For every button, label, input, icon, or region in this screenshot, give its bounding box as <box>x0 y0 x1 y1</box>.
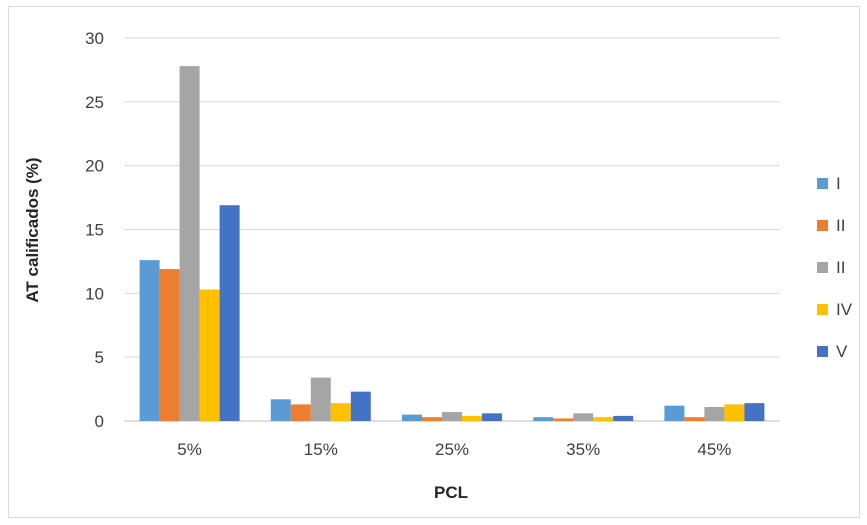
x-tick-label: 35% <box>566 440 600 459</box>
legend-swatch <box>817 304 828 315</box>
bar <box>482 413 502 421</box>
bar <box>744 403 765 421</box>
bar <box>593 417 614 421</box>
x-axis-title: PCL <box>434 483 468 502</box>
y-tick-label: 15 <box>85 221 104 240</box>
bar <box>159 269 180 421</box>
bar <box>270 399 291 421</box>
x-tick-label: 15% <box>304 440 338 459</box>
bar <box>310 377 331 421</box>
y-axis-ticks: 0 5 10 15 20 25 30 <box>85 29 104 431</box>
bar <box>704 406 725 421</box>
legend-label: IV <box>836 300 853 319</box>
bar <box>422 417 442 421</box>
bar <box>402 414 422 421</box>
legend-swatch <box>817 178 828 189</box>
x-tick-label: 45% <box>697 440 731 459</box>
legend-swatch <box>817 220 828 231</box>
y-tick-label: 5 <box>95 348 104 367</box>
x-axis-ticks: 5% 15% 25% 35% 45% <box>177 440 731 459</box>
bar <box>330 403 351 421</box>
bar <box>290 404 311 421</box>
y-tick-label: 10 <box>85 284 104 303</box>
y-tick-label: 30 <box>85 29 104 48</box>
bar <box>573 413 594 421</box>
y-axis-title: AT calificados (%) <box>23 157 42 302</box>
legend-label: II <box>836 216 845 235</box>
y-tick-label: 25 <box>85 93 104 112</box>
bar <box>442 412 462 421</box>
bar <box>179 66 200 421</box>
legend-label: II <box>836 258 845 277</box>
bar <box>350 391 371 421</box>
bar <box>553 418 574 421</box>
legend-label: I <box>836 174 841 193</box>
bar <box>199 289 220 421</box>
bar <box>533 417 554 421</box>
bar <box>684 417 705 421</box>
y-tick-label: 0 <box>95 412 104 431</box>
x-tick-label: 5% <box>177 440 202 459</box>
x-tick-label: 25% <box>435 440 469 459</box>
bar <box>219 205 240 421</box>
bar <box>462 415 482 421</box>
bar <box>724 404 745 421</box>
legend-label: V <box>836 342 848 361</box>
bar <box>613 415 634 421</box>
y-tick-label: 20 <box>85 157 104 176</box>
bar <box>664 405 685 421</box>
legend-swatch <box>817 262 828 273</box>
bars <box>139 66 765 421</box>
bar <box>139 260 160 421</box>
legend-swatch <box>817 346 828 357</box>
